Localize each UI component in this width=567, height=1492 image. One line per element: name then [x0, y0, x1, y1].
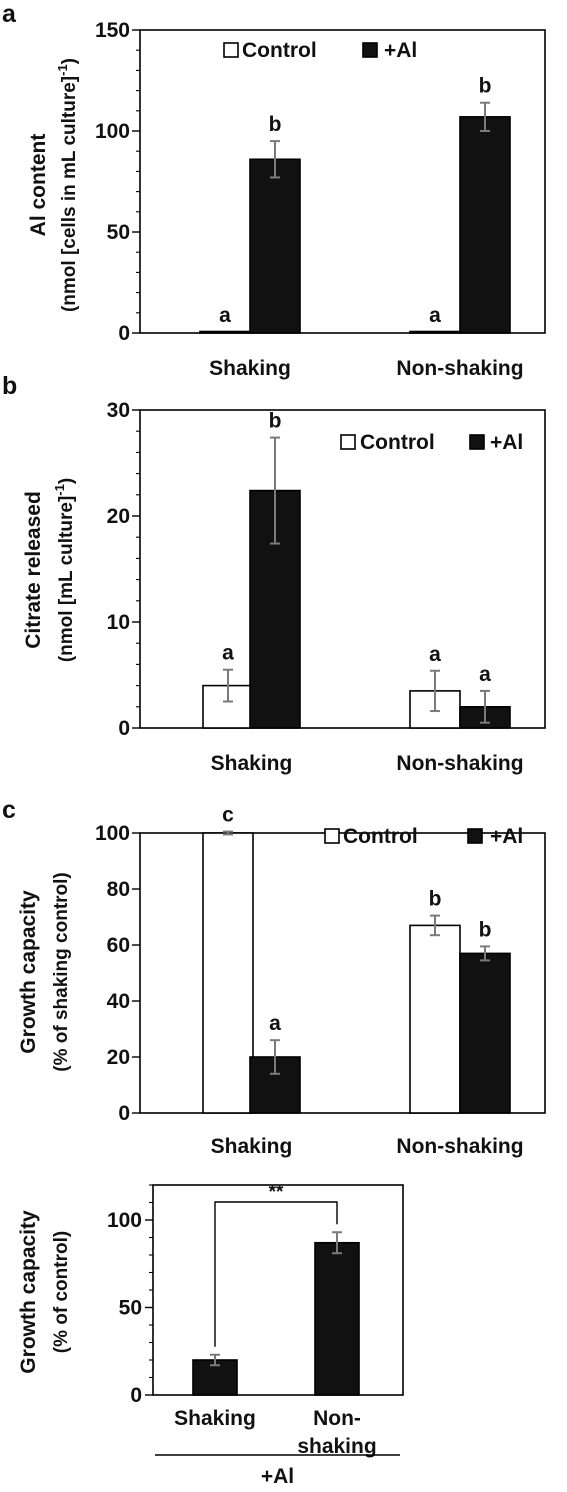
y-axis-label-line2: (% of control) [51, 1231, 72, 1353]
y-tick-label: 20 [107, 1046, 130, 1069]
y-axis-label-line2: (nmol [cells in mL culture]-1) [55, 58, 80, 312]
y-axis-label-line2: (% of shaking control) [51, 872, 72, 1072]
legend-swatch-control [223, 42, 239, 58]
chart-panel-b: b 0 10 20 30 Citrate released (nmol [mL cultur… [2, 372, 546, 775]
significance-letter: a [429, 304, 441, 327]
legend-label-al: +Al [384, 39, 417, 62]
bar-control-1 [409, 924, 461, 1114]
y-tick-label: 150 [95, 19, 130, 42]
legend-swatch-control [324, 828, 340, 844]
panel-letter: b [2, 372, 17, 400]
y-tick-label: 0 [118, 322, 130, 345]
y-axis-label-close: ) [56, 478, 77, 484]
y-tick-label: 60 [107, 934, 130, 957]
panel-letter: a [2, 0, 17, 28]
y-axis-label-units: (nmol [cells in mL culture] [59, 76, 80, 312]
y-tick-label: 30 [107, 399, 130, 422]
bar-al-1 [459, 116, 511, 334]
y-axis-label-line2: (nmol [mL culture]-1) [52, 478, 77, 662]
significance-letter: a [222, 642, 234, 665]
significance-letter: b [479, 918, 492, 941]
significance-letter: b [269, 410, 282, 433]
significance-letter: a [219, 304, 231, 327]
bar-al-1 [314, 1241, 360, 1396]
y-tick-label: 0 [118, 717, 130, 740]
bar-control-1 [409, 330, 461, 334]
plot-frame [139, 29, 546, 334]
y-axis-label-superscript: -1 [52, 484, 67, 496]
bar-control-0 [199, 330, 251, 334]
category-label: Non- [313, 1407, 361, 1430]
legend-label-al: +Al [490, 825, 523, 848]
significance-letter: c [222, 804, 234, 827]
significance-letter: a [269, 1012, 281, 1035]
plot-frame [152, 1184, 404, 1396]
legend-label-control: Control [360, 431, 435, 454]
significance-letter: b [479, 75, 492, 98]
y-axis-label-units: (% of control) [51, 1231, 72, 1353]
significance-stars: ** [269, 1182, 284, 1203]
y-axis-label-close: ) [59, 58, 80, 64]
significance-letter: b [429, 888, 442, 911]
y-axis-label-line1: Growth capacity [17, 1210, 40, 1374]
plot-frame [139, 832, 546, 1114]
legend-swatch-control [340, 434, 356, 450]
y-tick-label: 50 [107, 221, 130, 244]
legend-label-control: Control [343, 825, 418, 848]
y-tick-label: 0 [130, 1384, 142, 1407]
legend-label-al: +Al [490, 431, 523, 454]
y-axis-label-units: (nmol [mL culture] [56, 496, 77, 662]
y-tick-label: 50 [119, 1297, 142, 1320]
category-label: shaking [297, 1435, 376, 1458]
significance-letter: a [429, 643, 441, 666]
category-label: Non-shaking [396, 1135, 523, 1158]
y-tick-label: 0 [118, 1102, 130, 1125]
significance-bracket [214, 1201, 338, 1347]
category-label: Shaking [211, 1135, 293, 1158]
y-tick-label: 20 [107, 505, 130, 528]
bar-al-0 [249, 158, 301, 334]
panel-letter: c [2, 796, 16, 824]
category-label: Shaking [174, 1407, 256, 1430]
chart-panel-d: 0 50 100 Growth capacity (% of control) Shaki… [17, 1182, 404, 1488]
y-tick-label: 10 [107, 611, 130, 634]
legend-label-control: Control [242, 39, 317, 62]
y-axis-label-line1: Al content [27, 134, 50, 237]
y-tick-label: 100 [95, 120, 130, 143]
y-axis-label-superscript: -1 [55, 64, 70, 76]
bar-al-1 [459, 952, 511, 1114]
legend-swatch-al [469, 434, 485, 450]
category-label: Non-shaking [396, 357, 523, 380]
significance-letter: b [269, 113, 282, 136]
group-label: +Al [261, 1465, 294, 1488]
chart-panel-c: c 0 20 40 60 80 100 Growth capacity (% of shakin… [2, 796, 546, 1158]
plot-frame [139, 409, 546, 729]
y-tick-label: 100 [95, 822, 130, 845]
y-tick-label: 40 [107, 990, 130, 1013]
y-axis-label-units: (% of shaking control) [51, 872, 72, 1072]
y-axis-label-line1: Growth capacity [17, 890, 40, 1054]
category-label: Shaking [211, 752, 293, 775]
legend-swatch-al [362, 42, 378, 58]
legend-swatch-al [467, 828, 483, 844]
y-tick-label: 100 [107, 1209, 142, 1232]
y-tick-label: 80 [107, 878, 130, 901]
y-axis-label-line1: Citrate released [22, 491, 45, 649]
significance-letter: a [479, 663, 491, 686]
category-label: Shaking [209, 357, 291, 380]
bar-control-0 [202, 832, 254, 1114]
category-label: Non-shaking [396, 752, 523, 775]
